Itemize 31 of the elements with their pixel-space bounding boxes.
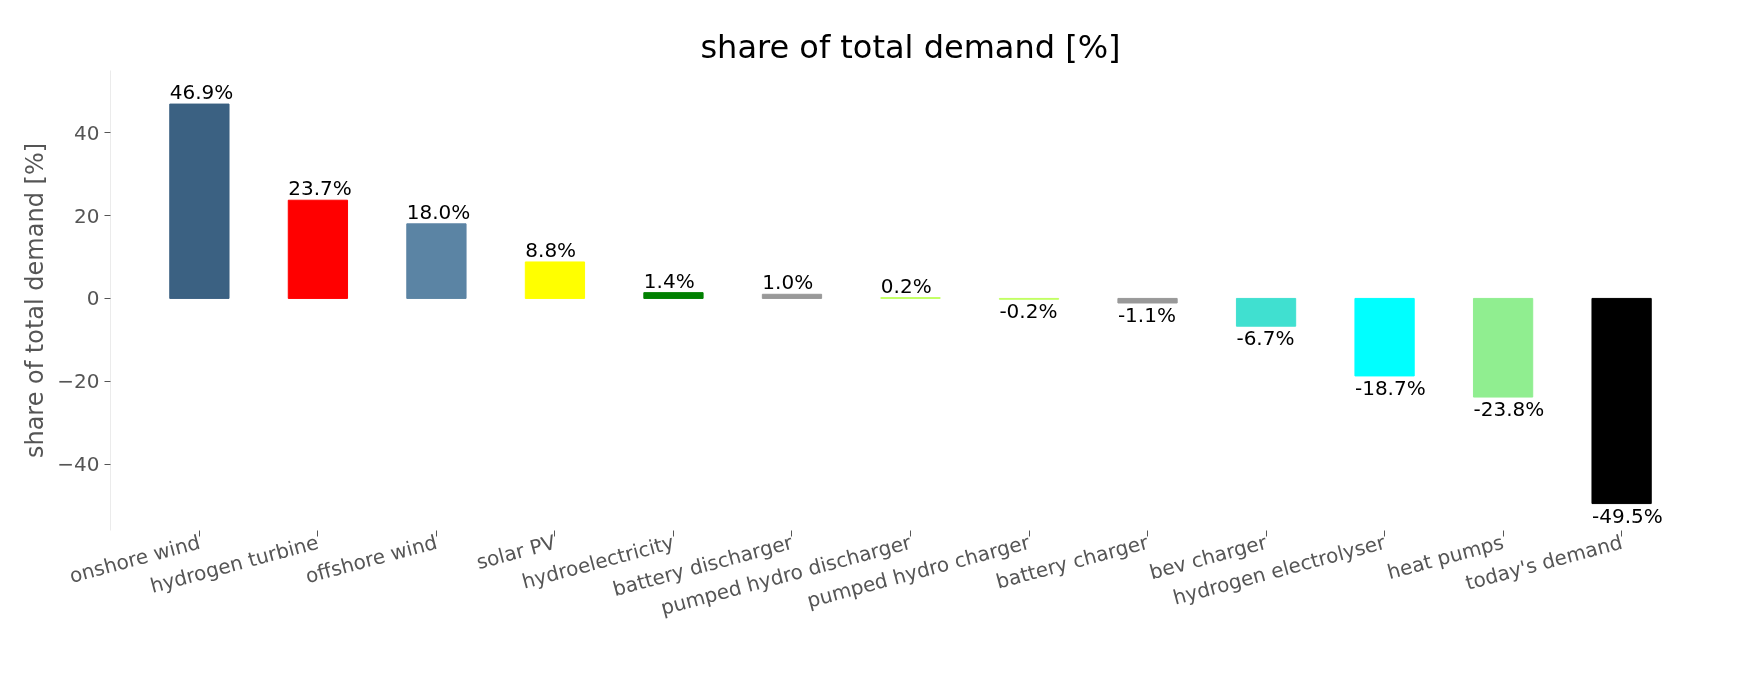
y-tick-label: 40 bbox=[74, 120, 100, 145]
data-label: 18.0% bbox=[406, 199, 471, 224]
data-label: -18.7% bbox=[1354, 375, 1426, 400]
bar bbox=[1591, 297, 1652, 505]
y-tick-label: 0 bbox=[86, 286, 100, 311]
data-label: -6.7% bbox=[1236, 326, 1295, 351]
bar bbox=[524, 261, 586, 299]
data-label: -49.5% bbox=[1591, 503, 1663, 528]
data-label: -0.2% bbox=[999, 299, 1058, 324]
y-tick-label: 20 bbox=[74, 203, 100, 228]
bar bbox=[1117, 297, 1178, 304]
chart-title: share of total demand [%] bbox=[700, 27, 1121, 66]
bar bbox=[406, 223, 467, 299]
bar bbox=[643, 292, 704, 299]
y-axis-title: share of total demand [%] bbox=[21, 142, 50, 459]
bar bbox=[1354, 297, 1415, 377]
data-label: 1.4% bbox=[643, 268, 695, 293]
data-label: 8.8% bbox=[525, 237, 577, 262]
bar bbox=[1472, 297, 1534, 398]
bar bbox=[287, 199, 349, 299]
data-label: 0.2% bbox=[880, 273, 932, 298]
bar bbox=[761, 293, 823, 299]
data-label: 46.9% bbox=[169, 80, 234, 105]
data-label: -23.8% bbox=[1473, 397, 1545, 422]
data-label: -1.1% bbox=[1117, 302, 1176, 327]
data-label: 23.7% bbox=[288, 176, 352, 201]
y-tick-label: −40 bbox=[57, 452, 100, 477]
data-label: 1.0% bbox=[762, 270, 814, 295]
y-tick-label: −20 bbox=[57, 369, 100, 394]
bar bbox=[1235, 297, 1297, 327]
bar bbox=[169, 103, 230, 299]
